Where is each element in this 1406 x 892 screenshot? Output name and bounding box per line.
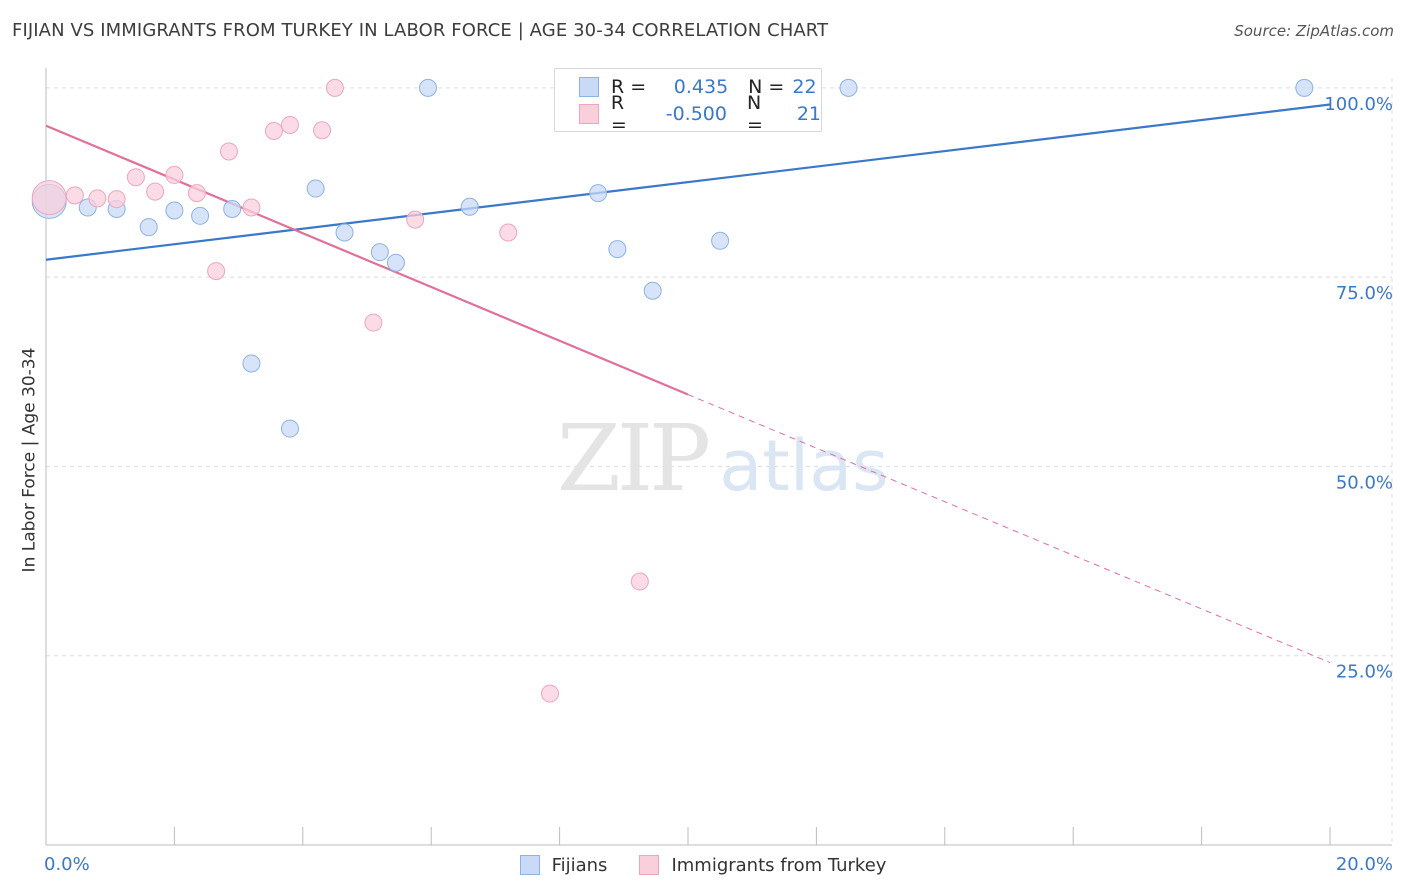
legend-box: R = 0.435 N = 22 R = -0.500 N = 21: [554, 68, 822, 136]
data-point-turkey[interactable]: [406, 210, 425, 229]
legend-n-label: N =: [746, 92, 763, 136]
data-point-turkey[interactable]: [540, 684, 559, 703]
data-point-fijians[interactable]: [242, 354, 261, 373]
legend-n-label: N =: [748, 76, 785, 98]
bottom-legend-label-fijians: Fijians: [551, 854, 608, 876]
data-point-fijians[interactable]: [418, 78, 437, 97]
legend-swatch-fijians: [579, 77, 599, 97]
x-tick-label-min: 0.0%: [44, 854, 90, 875]
data-point-turkey[interactable]: [219, 142, 238, 161]
legend-row-fijians: R = 0.435 N = 22: [579, 75, 817, 99]
y-axis-label-wrap: In Labor Force | Age 30-34: [14, 300, 44, 620]
data-point-turkey[interactable]: [88, 189, 107, 208]
data-point-turkey[interactable]: [207, 262, 226, 281]
y-tick-label: 100.0%: [1324, 94, 1393, 115]
data-point-fijians[interactable]: [370, 243, 389, 262]
y-tick-label: 50.0%: [1336, 472, 1393, 493]
data-point-turkey[interactable]: [242, 198, 261, 217]
bottom-legend-swatch-turkey: [639, 855, 660, 875]
legend-n-value-turkey: 21: [796, 103, 821, 125]
chart-title: FIJIAN VS IMMIGRANTS FROM TURKEY IN LABO…: [12, 20, 829, 41]
data-point-fijians[interactable]: [643, 281, 662, 300]
watermark: ZIP atlas: [557, 405, 889, 512]
data-point-fijians[interactable]: [839, 78, 858, 97]
legend-r-value-fijians: 0.435: [673, 76, 729, 98]
watermark-zip: ZIP: [557, 405, 708, 512]
data-point-turkey[interactable]: [364, 313, 383, 332]
legend-swatch-turkey: [579, 104, 599, 124]
bottom-legend: Fijians Immigrants from Turkey: [0, 852, 1406, 878]
data-point-fijians[interactable]: [608, 240, 627, 259]
data-point-turkey[interactable]: [264, 122, 283, 141]
data-point-turkey[interactable]: [65, 186, 84, 205]
data-point-fijians[interactable]: [223, 200, 242, 218]
y-tick-label: 75.0%: [1336, 283, 1393, 304]
data-point-turkey[interactable]: [325, 78, 344, 97]
data-point-fijians[interactable]: [589, 184, 608, 203]
data-point-turkey[interactable]: [499, 223, 518, 242]
legend-row-turkey: R = -0.500 N = 21: [579, 92, 821, 136]
data-point-turkey[interactable]: [630, 572, 649, 591]
trend-line-fijians: [45, 103, 1331, 261]
data-point-fijians[interactable]: [1295, 78, 1314, 97]
data-point-turkey[interactable]: [187, 184, 206, 203]
y-axis-label: In Labor Force | Age 30-34: [19, 347, 40, 573]
source-label: Source: ZipAtlas.com: [1234, 22, 1394, 40]
data-point-turkey[interactable]: [165, 165, 184, 184]
data-point-fijians[interactable]: [306, 179, 325, 198]
legend-r-label: R =: [611, 76, 647, 98]
data-point-turkey[interactable]: [146, 182, 165, 201]
data-point-turkey[interactable]: [280, 115, 299, 134]
data-point-turkey[interactable]: [126, 168, 145, 187]
trend-line-turkey: [45, 124, 689, 396]
legend-r-value-turkey: -0.500: [665, 103, 727, 125]
data-point-fijians[interactable]: [191, 206, 210, 225]
data-point-fijians[interactable]: [280, 419, 299, 438]
bottom-legend-swatch-fijians: [519, 855, 540, 875]
bottom-legend-turkey[interactable]: Immigrants from Turkey: [639, 855, 886, 876]
data-point-fijians[interactable]: [711, 231, 730, 250]
data-point-fijians[interactable]: [386, 253, 405, 272]
data-point-fijians[interactable]: [165, 201, 184, 220]
data-point-turkey[interactable]: [313, 121, 332, 140]
trend-line-turkey-extrapolated: [687, 394, 1331, 663]
watermark-atlas: atlas: [719, 425, 888, 507]
y-tick-label: 25.0%: [1336, 662, 1393, 683]
data-point-fijians[interactable]: [335, 223, 354, 242]
bottom-legend-label-turkey: Immigrants from Turkey: [671, 854, 887, 876]
legend-r-label: R =: [610, 92, 627, 136]
data-point-turkey-large[interactable]: [31, 180, 67, 216]
data-point-fijians[interactable]: [139, 218, 158, 237]
data-point-turkey[interactable]: [107, 190, 126, 209]
data-point-fijians[interactable]: [460, 197, 479, 216]
legend-n-value-fijians: 22: [792, 76, 817, 98]
bottom-legend-fijians[interactable]: Fijians: [519, 854, 608, 876]
x-tick-label-max: 20.0%: [1336, 854, 1393, 875]
